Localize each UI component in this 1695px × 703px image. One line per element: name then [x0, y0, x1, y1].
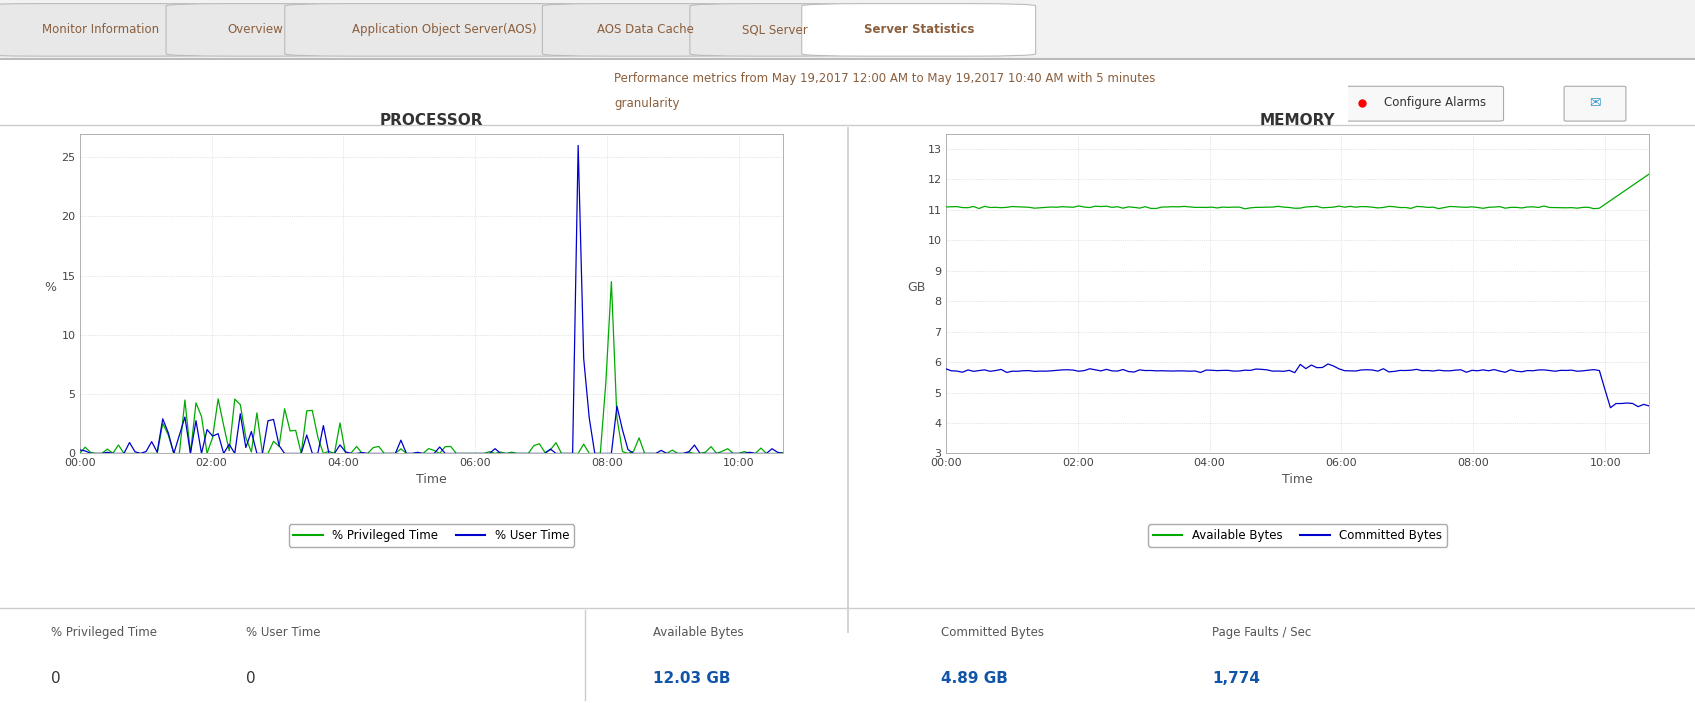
- FancyBboxPatch shape: [0, 4, 225, 56]
- X-axis label: Time: Time: [415, 473, 447, 486]
- Text: SQL Server: SQL Server: [742, 23, 807, 37]
- Y-axis label: %: %: [44, 280, 56, 293]
- Text: Configure Alarms: Configure Alarms: [1385, 96, 1487, 110]
- FancyBboxPatch shape: [802, 4, 1036, 56]
- FancyBboxPatch shape: [1564, 86, 1626, 121]
- FancyBboxPatch shape: [1344, 86, 1503, 121]
- FancyBboxPatch shape: [690, 4, 859, 56]
- X-axis label: Time: Time: [1281, 473, 1314, 486]
- Text: 4.89 GB: 4.89 GB: [941, 671, 1007, 686]
- Text: Committed Bytes: Committed Bytes: [941, 626, 1044, 638]
- FancyBboxPatch shape: [166, 4, 344, 56]
- Text: granularity: granularity: [614, 96, 680, 110]
- Text: Overview: Overview: [227, 23, 283, 37]
- Text: % User Time: % User Time: [246, 626, 320, 638]
- Text: % Privileged Time: % Privileged Time: [51, 626, 158, 638]
- Text: Monitor Information: Monitor Information: [42, 23, 159, 37]
- Legend: % Privileged Time, % User Time: % Privileged Time, % User Time: [288, 524, 575, 547]
- Text: 12.03 GB: 12.03 GB: [653, 671, 731, 686]
- Text: 0: 0: [246, 671, 256, 686]
- Text: AOS Data Cache: AOS Data Cache: [597, 23, 695, 37]
- FancyBboxPatch shape: [542, 4, 749, 56]
- Text: ✉: ✉: [1590, 96, 1600, 110]
- Text: Server Statistics: Server Statistics: [863, 23, 975, 37]
- Text: 1,774: 1,774: [1212, 671, 1259, 686]
- Text: Performance metrics from May 19,2017 12:00 AM to May 19,2017 10:40 AM with 5 min: Performance metrics from May 19,2017 12:…: [614, 72, 1156, 85]
- Title: PROCESSOR: PROCESSOR: [380, 113, 483, 128]
- Text: Application Object Server(AOS): Application Object Server(AOS): [353, 23, 536, 37]
- Text: Available Bytes: Available Bytes: [653, 626, 742, 638]
- Text: Page Faults / Sec: Page Faults / Sec: [1212, 626, 1312, 638]
- Title: MEMORY: MEMORY: [1259, 113, 1336, 128]
- Legend: Available Bytes, Committed Bytes: Available Bytes, Committed Bytes: [1148, 524, 1448, 547]
- Text: 0: 0: [51, 671, 61, 686]
- FancyBboxPatch shape: [285, 4, 603, 56]
- Y-axis label: GB: GB: [907, 280, 925, 293]
